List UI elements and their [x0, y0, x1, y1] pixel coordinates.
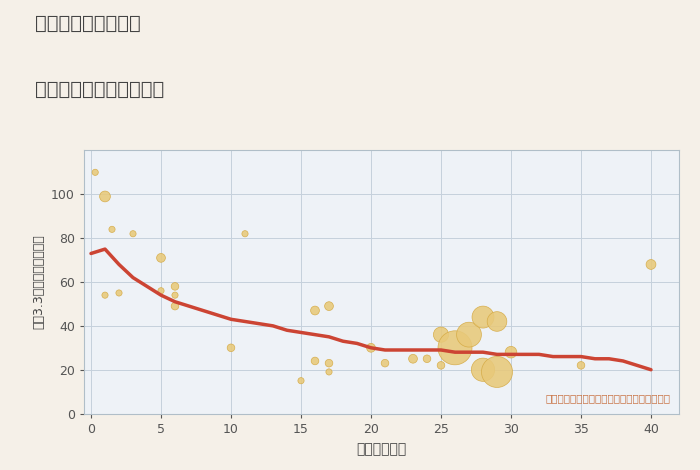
- Point: [99, 193, 111, 200]
- Point: [645, 261, 657, 268]
- Point: [155, 254, 167, 262]
- Point: [435, 361, 447, 369]
- Point: [491, 318, 503, 325]
- Text: 築年数別中古戸建て価格: 築年数別中古戸建て価格: [35, 80, 164, 99]
- Point: [239, 230, 251, 237]
- Point: [379, 360, 391, 367]
- Point: [309, 357, 321, 365]
- Point: [309, 307, 321, 314]
- Point: [225, 344, 237, 352]
- Point: [323, 360, 335, 367]
- Point: [169, 282, 181, 290]
- Point: [99, 291, 111, 299]
- X-axis label: 築年数（年）: 築年数（年）: [356, 443, 407, 456]
- Point: [169, 291, 181, 299]
- Point: [477, 366, 489, 374]
- Point: [113, 289, 125, 297]
- Point: [505, 348, 517, 356]
- Point: [155, 287, 167, 295]
- Point: [295, 377, 307, 384]
- Point: [435, 331, 447, 338]
- Y-axis label: 坪（3.3㎡）単価（万円）: 坪（3.3㎡）単価（万円）: [32, 235, 46, 329]
- Point: [463, 331, 475, 338]
- Point: [90, 169, 101, 176]
- Point: [449, 344, 461, 352]
- Point: [575, 361, 587, 369]
- Text: 三重県津市木造町の: 三重県津市木造町の: [35, 14, 141, 33]
- Text: 円の大きさは、取引のあった物件面積を示す: 円の大きさは、取引のあった物件面積を示す: [545, 393, 670, 403]
- Point: [421, 355, 433, 362]
- Point: [106, 226, 118, 233]
- Point: [169, 302, 181, 310]
- Point: [477, 313, 489, 321]
- Point: [127, 230, 139, 237]
- Point: [407, 355, 419, 362]
- Point: [323, 302, 335, 310]
- Point: [323, 368, 335, 376]
- Point: [491, 368, 503, 376]
- Point: [365, 344, 377, 352]
